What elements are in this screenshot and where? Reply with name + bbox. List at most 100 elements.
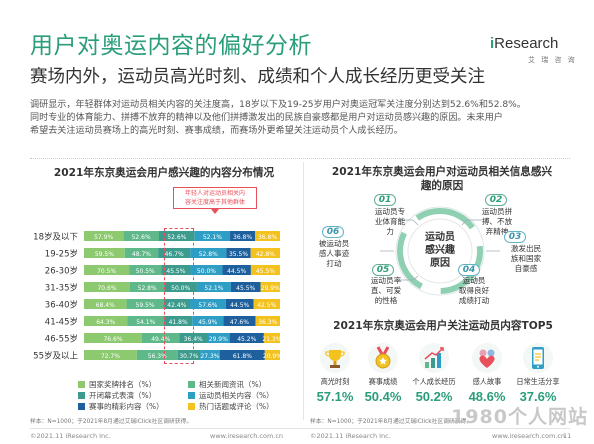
bar-segment [84,282,130,292]
footer-url-left[interactable]: www.iresearch.com.cn [210,432,284,440]
data-label: 61.8% [233,353,252,360]
reason-number-05: 05 [372,264,394,276]
category-label: 31-35岁 [45,283,78,294]
bar-segment [194,231,231,241]
top5-item: 感人故事 48.6% [462,342,512,404]
page-subtitle: 赛场内外，运动员高光时刻、成绩和个人成长经历更受关注 [30,67,485,87]
category-label: 18岁及以下 [33,232,78,243]
bar-segment [250,265,280,275]
data-label: 70.5% [97,268,116,275]
description-line: 调研显示，年轻群体对运动员相关内容的关注度高，18岁以下及19-25岁用户对奥运… [30,100,526,110]
bar-segment [253,299,280,309]
data-label: 46.7% [165,251,184,258]
bar-segment [126,299,164,309]
connector-line-01 [398,219,419,226]
section-divider [30,158,570,159]
top5-item: 日常生活分享 37.6% [513,342,563,404]
legend-swatch [78,392,85,399]
bar-segment [226,248,251,258]
bar-segment [84,248,125,258]
reason-number-01: 01 [374,194,396,206]
ring-outer [395,206,485,296]
data-label: 57.9% [94,234,113,241]
top5-label: 高光时刻 [320,377,350,386]
top5-item: 个人成长经历 50.2% [409,342,459,404]
top5-title: 2021年东京奥运会用户关注运动员内容TOP5 [333,320,553,332]
logo-subtext: 艾 瑞 咨 询 [528,56,577,64]
footer-copyright-left: ©2021.11 iResearch Inc. [30,432,111,440]
data-label: 57.6% [198,302,217,309]
data-label: 59.5% [95,251,114,258]
bar-segment [129,265,162,275]
bar-segment [250,248,280,258]
reasons-ring [380,206,500,296]
legend-label: 相关新闻资讯（%） [199,380,267,389]
reason-text: 族和国家 [510,254,542,263]
data-label: 52.8% [138,285,157,292]
description-line: 希望去关注运动员赛场上的高光时刻、赛事成绩，而赛场外更希望关注运动员个人成长经历… [30,126,403,136]
data-label: 54.1% [136,319,155,326]
data-label: 42.4% [167,302,186,309]
reason-text: 成绩打动 [458,296,490,305]
bar-segment [190,299,226,309]
data-label: 59.5% [136,302,155,309]
bar-segment [264,350,280,360]
data-label: 42.5% [257,302,276,309]
reasons-center-label: 运动员 感兴趣 原因 [414,231,466,270]
bar-segment [230,282,261,292]
data-label: 47.6% [230,319,249,326]
page-title: 用户对奥运内容的偏好分析 [30,33,312,59]
logo-wordmark: Research [494,35,559,52]
connector-line-04 [461,275,482,281]
data-label: 35.5% [229,251,248,258]
reason-03: 激发出民 族和国家 自豪感 [504,244,548,274]
reason-text: 打动 [326,259,342,268]
data-label: 29.9% [209,336,228,343]
bar-segment [142,333,180,343]
stacked-bar-chart: 18岁及以下 57.9% 52.6% 52.6% 52.1% 36.8% 36.8% 19-2… [33,231,282,362]
data-label: 52.6% [132,234,151,241]
center-label-line: 感兴趣 [425,245,455,256]
bar-segment [255,316,280,326]
reason-number-04: 04 [458,264,480,276]
data-label: 36.8% [233,234,252,241]
reason-02: 运动员拼 搏、不放 弃精神 [475,207,519,237]
trophy-icon [320,343,350,373]
reason-text: 感人事迹 [318,249,350,258]
legend-swatch [188,392,195,399]
bar-segment [225,299,254,309]
logo-text: iResearch [490,35,559,52]
chart-callout: 年轻人对运动员相关内 容关注度高于其他群体 [173,187,257,209]
data-label: 30.7% [179,353,198,360]
reason-text: 力 [386,227,394,236]
bar-segment [158,248,191,258]
growth-icon [419,343,449,373]
data-label: 41.8% [169,319,188,326]
data-label: 36.8% [258,234,277,241]
bar-segment [84,333,143,343]
data-label: 42.8% [256,251,275,258]
category-label: 41-45岁 [45,317,78,328]
top5-percent: 50.2% [415,389,453,404]
legend-swatch [188,403,195,410]
left-sample-note: 样本：N=1000；于2021年8月通过艾瑞iClick社区调研获得。 [30,419,193,425]
data-label: 44.5% [227,268,246,275]
footer-copyright-right: ©2021.11 iResearch Inc. [310,432,391,440]
data-label: 49.4% [151,336,170,343]
reason-06: 被运动员 感人事迹 打动 [312,239,356,269]
reason-text: 激发出民 [510,244,542,253]
bar-segment [161,265,191,275]
data-label: 21.3% [262,336,281,343]
footer-divider [30,428,570,429]
site-watermark: 1980个人网站 [451,406,588,428]
legend-swatch [78,381,85,388]
data-label: 45.2% [237,336,256,343]
bar-segment [84,350,137,360]
footer-url-right[interactable]: www.iresearch.com.cn [492,432,566,440]
bar-segment [206,333,230,343]
legend-label: 赛事的精彩内容（%） [89,402,164,411]
column-divider [303,162,304,420]
data-label: 52.6% [167,234,186,241]
connector-line-05 [398,275,419,281]
data-label: 50.5% [136,268,155,275]
